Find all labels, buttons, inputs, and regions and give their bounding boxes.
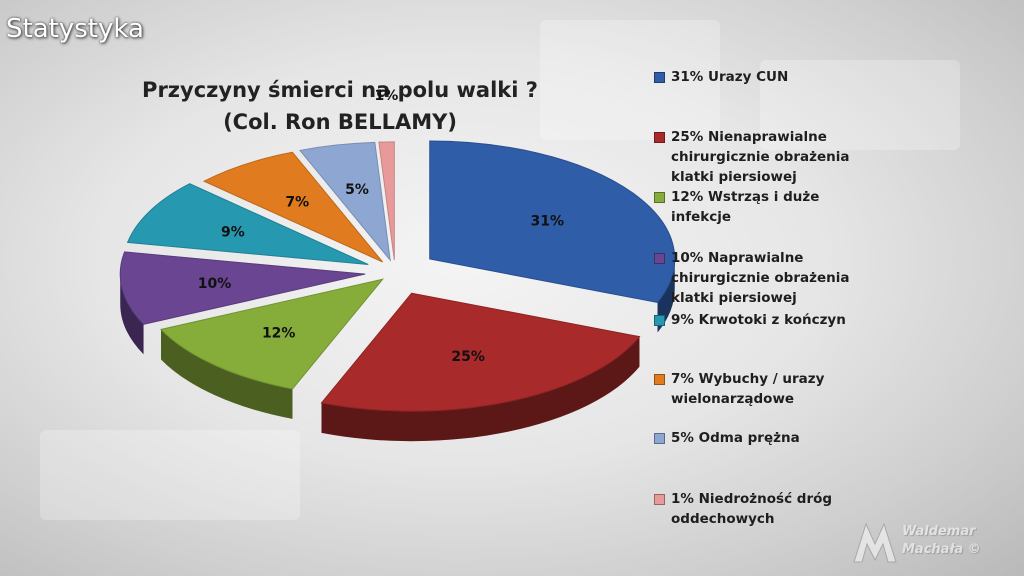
pie-labels: 31% 25% 12% 10% 9% 7% 5% 1% [198,88,564,365]
pie-label-2: 12% [262,326,296,342]
watermark-line-1: Waldemar [902,524,976,539]
background-panel-3 [40,430,300,520]
pie-slice-6 [299,141,391,262]
chart-title-line-2: (Col. Ron BELLAMY) [223,110,457,134]
pie-label-4: 9% [221,224,245,240]
pie-label-1: 25% [451,349,485,365]
pie-slice-side-3 [120,274,144,355]
pie-slice-side-0 [657,259,675,333]
pie-slice-2 [160,278,384,390]
pie-tops [119,140,676,412]
pie-sides [120,259,675,442]
pie-label-5: 7% [285,194,309,210]
slide-heading: Statystyka [6,14,144,44]
pie-slice-0 [429,140,676,304]
pie-slice-4 [126,183,369,266]
pie-slice-side-1 [321,336,640,442]
pie-slice-7 [378,141,395,260]
pie-label-3: 10% [198,276,232,292]
pie-label-7: 1% [374,88,398,104]
pie-label-6: 5% [345,182,369,198]
background-panel-2 [760,60,960,150]
pie-label-0: 31% [531,214,565,230]
pie-slice-5 [202,151,384,263]
chart-title: Przyczyny śmierci na polu walki ? (Col. … [100,74,580,138]
chart-title-line-1: Przyczyny śmierci na polu walki ? [142,78,538,102]
watermark-line-2: Machała © [902,542,981,557]
author-watermark: Waldemar Machała © [850,516,1020,570]
author-logo-icon [853,522,897,563]
pie-slice-side-2 [160,329,293,419]
pie-slice-1 [320,292,641,412]
pie-slice-3 [119,251,366,325]
background-panel-1 [540,20,720,140]
